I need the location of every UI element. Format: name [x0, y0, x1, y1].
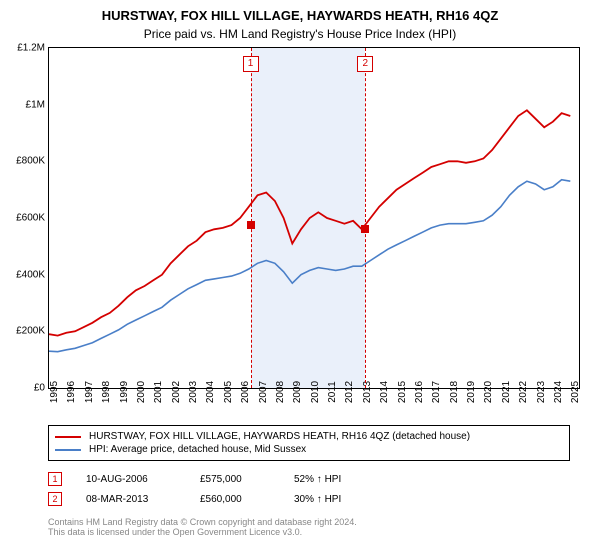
legend-label: HPI: Average price, detached house, Mid …	[89, 444, 306, 455]
transaction-diff: 30% ↑ HPI	[294, 494, 394, 505]
y-tick-label: £0	[34, 383, 45, 394]
legend-item: HURSTWAY, FOX HILL VILLAGE, HAYWARDS HEA…	[55, 430, 563, 443]
chart-lines	[49, 48, 579, 388]
transaction-date: 10-AUG-2006	[86, 474, 176, 485]
y-tick-label: £1M	[26, 99, 45, 110]
chart-subtitle: Price paid vs. HM Land Registry's House …	[0, 23, 600, 47]
transaction-label-box: 1	[243, 56, 259, 72]
transaction-marker	[247, 221, 255, 229]
legend-swatch	[55, 449, 81, 451]
transaction-marker	[361, 225, 369, 233]
footer-line: Contains HM Land Registry data © Crown c…	[48, 517, 570, 527]
footer-attribution: Contains HM Land Registry data © Crown c…	[48, 517, 570, 537]
legend-swatch	[55, 436, 81, 438]
series-line-hpi	[49, 180, 570, 352]
y-tick-label: £600K	[16, 213, 45, 224]
chart-plot-area: £0£200K£400K£600K£800K£1M£1.2M1995199619…	[48, 47, 580, 389]
legend: HURSTWAY, FOX HILL VILLAGE, HAYWARDS HEA…	[48, 425, 570, 461]
footer-line: This data is licensed under the Open Gov…	[48, 527, 570, 537]
y-tick-label: £800K	[16, 156, 45, 167]
legend-item: HPI: Average price, detached house, Mid …	[55, 443, 563, 456]
transaction-price: £560,000	[200, 494, 270, 505]
series-line-property	[49, 110, 570, 335]
y-tick-label: £400K	[16, 269, 45, 280]
transaction-label-box: 2	[357, 56, 373, 72]
y-tick-label: £200K	[16, 326, 45, 337]
transaction-diff: 52% ↑ HPI	[294, 474, 394, 485]
transaction-table: 1 10-AUG-2006 £575,000 52% ↑ HPI 2 08-MAR-201…	[48, 469, 570, 509]
transaction-row: 2 08-MAR-2013 £560,000 30% ↑ HPI	[48, 489, 570, 509]
y-tick-label: £1.2M	[17, 43, 45, 54]
transaction-number: 2	[48, 492, 62, 506]
transaction-number: 1	[48, 472, 62, 486]
chart-title: HURSTWAY, FOX HILL VILLAGE, HAYWARDS HEA…	[0, 0, 600, 23]
transaction-date: 08-MAR-2013	[86, 494, 176, 505]
transaction-price: £575,000	[200, 474, 270, 485]
transaction-row: 1 10-AUG-2006 £575,000 52% ↑ HPI	[48, 469, 570, 489]
legend-label: HURSTWAY, FOX HILL VILLAGE, HAYWARDS HEA…	[89, 431, 470, 442]
